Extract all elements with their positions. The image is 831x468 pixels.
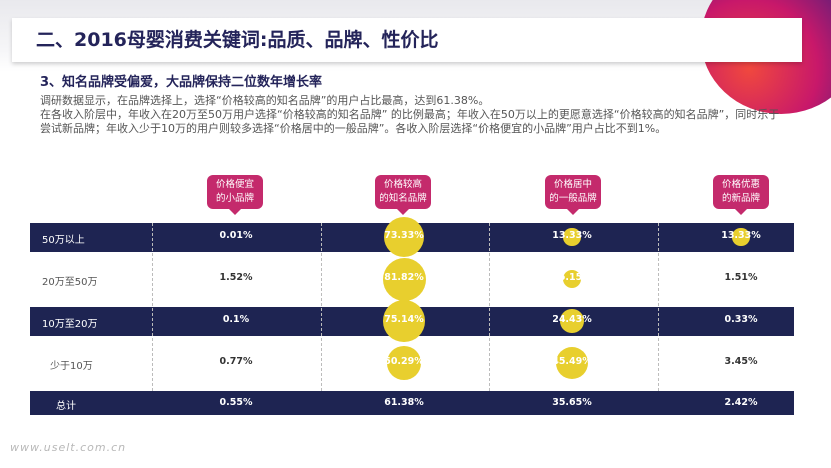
table-cell: 3.45% bbox=[724, 356, 758, 367]
table-total-row: 总计 bbox=[30, 391, 794, 415]
value-bubble bbox=[732, 228, 750, 246]
table-cell: 50.29% bbox=[384, 356, 424, 367]
table-cell: 45.49% bbox=[552, 356, 592, 367]
total-cell: 0.55% bbox=[219, 397, 253, 408]
watermark: www.uselt.com.cn bbox=[10, 441, 127, 454]
total-cell: 2.42% bbox=[724, 397, 758, 408]
title-bar: 二、2016母婴消费关键词:品质、品牌、性价比 bbox=[12, 18, 802, 62]
column-header-line2: 的一般品牌 bbox=[549, 193, 597, 204]
table-cell: 0.33% bbox=[724, 314, 758, 325]
value-bubble bbox=[387, 346, 421, 380]
table-cell: 13.33% bbox=[721, 230, 761, 241]
row-label: 少于10万 bbox=[50, 361, 93, 372]
column-header-line1: 价格居中 bbox=[553, 179, 592, 190]
paragraph-1: 调研数据显示，在品牌选择上，选择“价格较高的知名品牌”的用户占比最高，达到61.… bbox=[40, 94, 490, 107]
column-header-line1: 价格较高 bbox=[383, 179, 422, 190]
value-bubble bbox=[383, 216, 425, 258]
table-cell: 0.77% bbox=[219, 356, 253, 367]
column-header-line2: 的知名品牌 bbox=[379, 193, 427, 204]
table-cell: 15.15% bbox=[552, 272, 592, 283]
table-cell: 1.51% bbox=[724, 272, 758, 283]
column-divider bbox=[152, 223, 153, 391]
column-divider bbox=[321, 223, 322, 391]
row-label: 10万至20万 bbox=[42, 319, 98, 330]
table-cell: 81.82% bbox=[384, 272, 424, 283]
table-cell: 73.33% bbox=[384, 230, 424, 241]
value-bubble bbox=[560, 309, 584, 333]
column-header-line1: 价格优惠 bbox=[721, 179, 760, 190]
table-cell: 1.52% bbox=[219, 272, 253, 283]
table-cell: 75.14% bbox=[384, 314, 424, 325]
column-header-line2: 的小品牌 bbox=[215, 193, 254, 204]
column-divider bbox=[658, 223, 659, 391]
row-label: 20万至50万 bbox=[42, 277, 98, 288]
column-header-mid-general-brand: 价格居中 的一般品牌 bbox=[545, 175, 601, 215]
value-bubble bbox=[382, 257, 426, 301]
value-bubble bbox=[555, 346, 589, 380]
column-header-premium-known-brand: 价格较高 的知名品牌 bbox=[375, 175, 431, 215]
table-cell: 0.01% bbox=[219, 230, 253, 241]
column-header-line1: 价格便宜 bbox=[215, 179, 254, 190]
page-title: 二、2016母婴消费关键词:品质、品牌、性价比 bbox=[36, 29, 439, 51]
column-header-line2: 的新品牌 bbox=[721, 193, 760, 204]
value-bubble bbox=[563, 228, 581, 246]
total-cell: 35.65% bbox=[552, 397, 592, 408]
table-cell: 13.33% bbox=[552, 230, 592, 241]
value-bubble bbox=[562, 269, 582, 289]
total-cell: 61.38% bbox=[384, 397, 424, 408]
column-divider bbox=[489, 223, 490, 391]
value-bubble bbox=[383, 300, 425, 342]
row-label: 50万以上 bbox=[42, 235, 85, 246]
column-header-cheap-small-brand: 价格便宜 的小品牌 bbox=[207, 175, 263, 215]
section-subtitle: 3、知名品牌受偏爱，大品牌保持二位数年增长率 bbox=[40, 75, 323, 90]
paragraph-2: 在各收入阶层中，年收入在20万至50万用户选择“价格较高的知名品牌” 的比例最高… bbox=[40, 108, 780, 135]
total-label: 总计 bbox=[56, 401, 76, 412]
description: 调研数据显示，在品牌选择上，选择“价格较高的知名品牌”的用户占比最高，达到61.… bbox=[40, 94, 790, 136]
table-cell: 0.1% bbox=[222, 314, 250, 325]
column-header-discount-new-brand: 价格优惠 的新品牌 bbox=[713, 175, 769, 215]
table-cell: 24.43% bbox=[552, 314, 592, 325]
